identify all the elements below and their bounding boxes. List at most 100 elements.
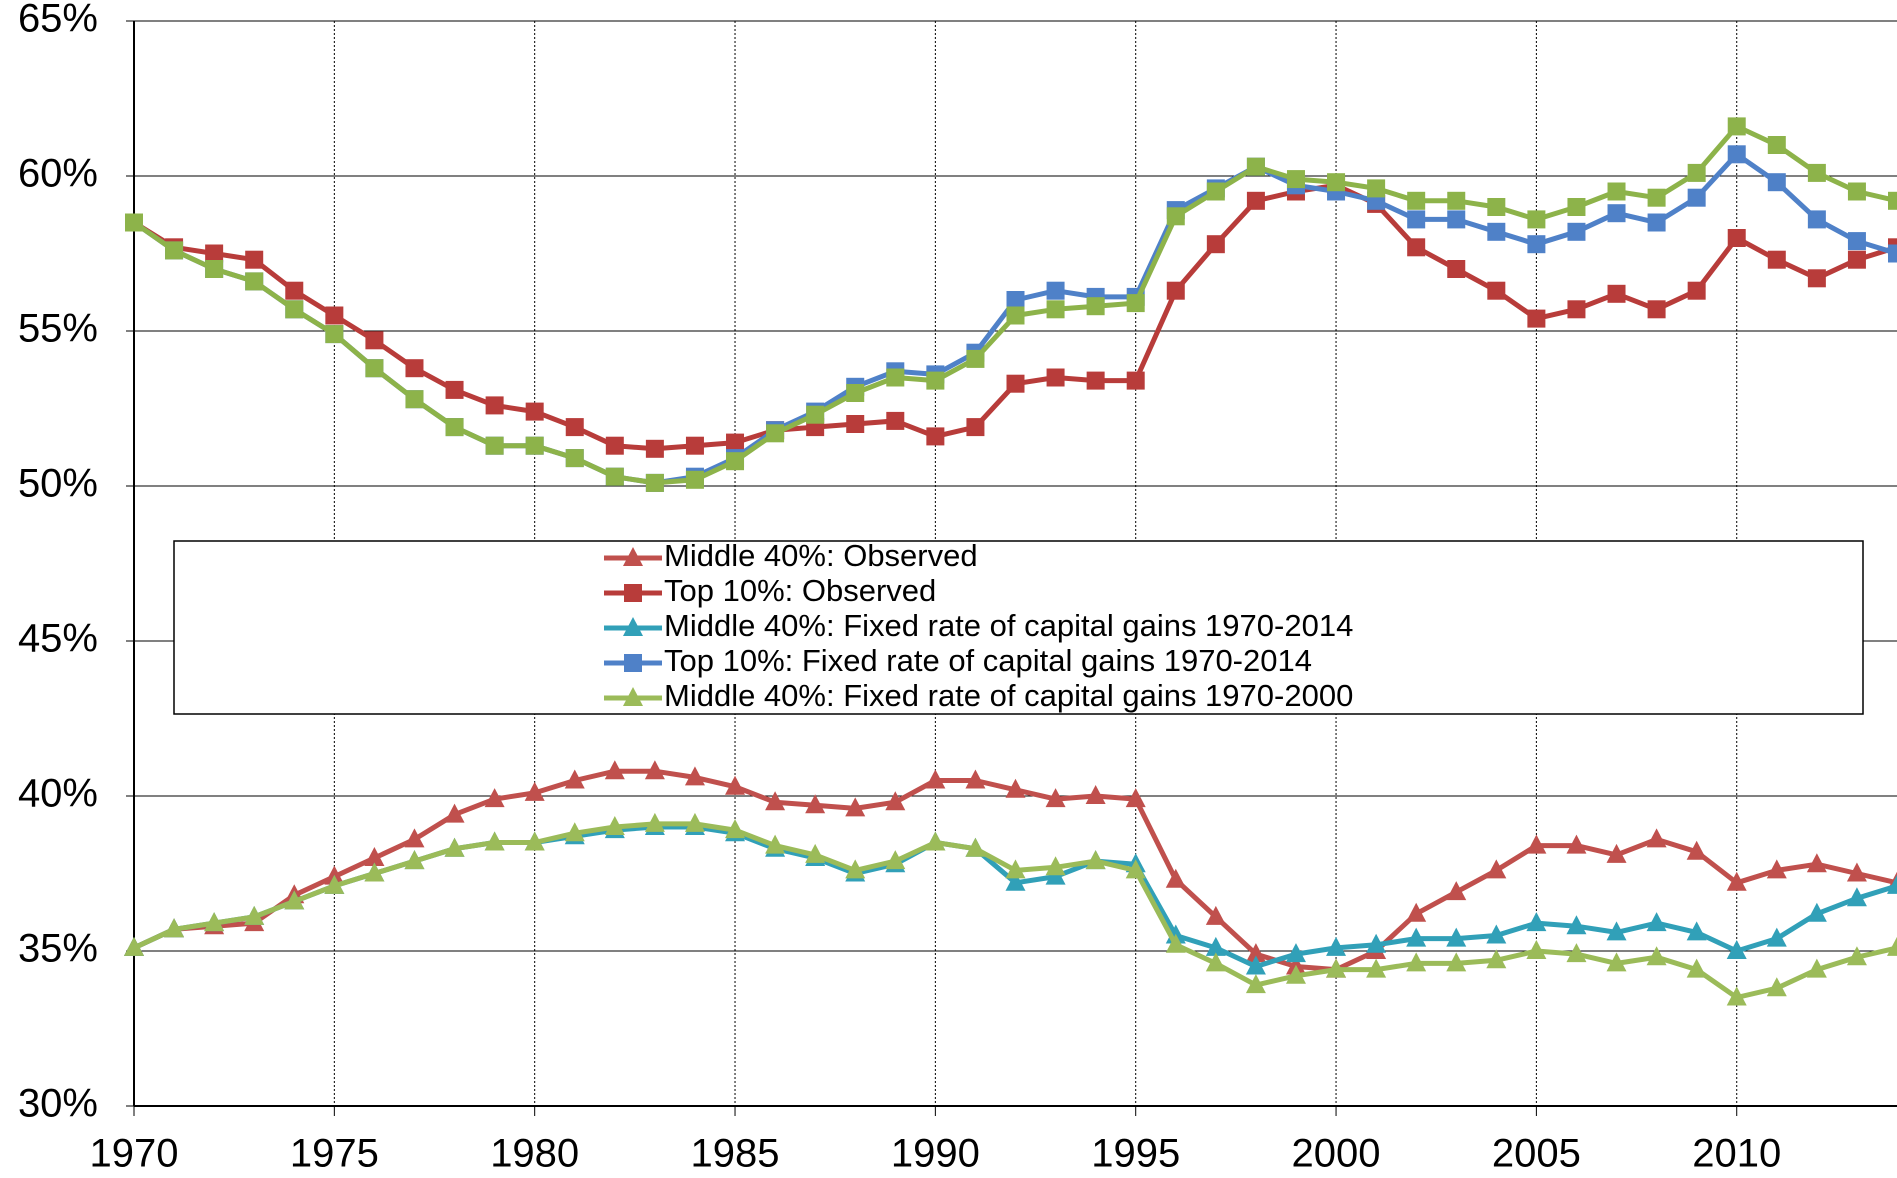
marker — [805, 794, 826, 814]
y-tick-label: 30% — [18, 1082, 98, 1126]
marker — [1006, 291, 1025, 309]
marker — [926, 371, 945, 390]
marker — [1686, 958, 1707, 978]
marker — [1567, 222, 1586, 241]
marker — [925, 831, 946, 851]
marker — [1165, 933, 1186, 953]
marker — [1446, 952, 1467, 972]
marker — [525, 402, 544, 421]
x-tick-label: 1980 — [490, 1132, 579, 1176]
marker — [1888, 244, 1897, 263]
marker — [1085, 785, 1106, 804]
marker — [485, 436, 504, 455]
marker — [1687, 188, 1706, 207]
series — [125, 176, 1897, 458]
marker — [1046, 368, 1065, 387]
marker — [404, 850, 425, 870]
marker — [1846, 887, 1867, 907]
marker — [846, 384, 865, 402]
marker — [1487, 281, 1506, 300]
marker — [604, 816, 625, 835]
marker — [806, 405, 825, 424]
marker — [1527, 309, 1546, 328]
marker — [1847, 232, 1866, 251]
marker — [1245, 955, 1266, 975]
marker — [604, 760, 625, 780]
marker — [623, 687, 643, 706]
marker — [1086, 371, 1105, 390]
marker — [1245, 943, 1266, 963]
marker — [1487, 198, 1506, 216]
marker — [1166, 281, 1185, 300]
marker — [1205, 936, 1226, 956]
marker — [624, 584, 642, 602]
marker — [125, 213, 143, 232]
marker — [725, 775, 746, 795]
marker — [244, 905, 265, 925]
marker — [1125, 859, 1146, 879]
marker — [1407, 191, 1426, 210]
marker — [1807, 269, 1826, 288]
marker — [966, 418, 985, 437]
marker — [1527, 210, 1546, 229]
x-tick-label: 2010 — [1692, 1132, 1781, 1176]
marker — [1046, 300, 1065, 319]
marker — [725, 819, 746, 839]
marker — [1245, 974, 1266, 994]
marker — [364, 847, 385, 866]
marker — [1205, 952, 1226, 972]
marker — [1165, 868, 1186, 888]
marker — [1727, 229, 1746, 247]
marker — [1566, 943, 1587, 963]
marker — [325, 306, 344, 325]
y-tick-label: 60% — [18, 152, 98, 196]
marker — [623, 547, 643, 566]
y-tick-label: 50% — [18, 462, 98, 506]
marker — [1646, 912, 1667, 932]
marker — [623, 617, 643, 636]
marker — [1647, 188, 1666, 207]
marker — [805, 843, 826, 863]
legend-label: Middle 40%: Fixed rate of capital gains … — [664, 608, 1353, 643]
marker — [1847, 182, 1866, 201]
marker — [645, 439, 664, 458]
marker — [1126, 371, 1145, 390]
marker — [1526, 834, 1547, 854]
marker — [564, 769, 585, 789]
marker — [124, 936, 144, 956]
marker — [1527, 235, 1546, 254]
marker — [1686, 840, 1707, 860]
marker — [1206, 182, 1225, 201]
marker — [1607, 284, 1626, 303]
marker — [1446, 881, 1467, 901]
marker — [1406, 927, 1427, 947]
marker — [445, 380, 464, 399]
marker — [726, 433, 745, 452]
marker — [1326, 936, 1347, 956]
marker — [245, 272, 264, 291]
marker — [605, 436, 624, 455]
marker — [1806, 853, 1827, 873]
marker — [1726, 871, 1747, 891]
marker — [1005, 859, 1026, 879]
marker — [1366, 933, 1387, 953]
marker — [1005, 871, 1026, 891]
y-tick-label: 45% — [18, 617, 98, 661]
marker — [1526, 940, 1547, 959]
marker — [325, 325, 344, 344]
marker — [1125, 788, 1146, 808]
marker — [165, 241, 184, 260]
marker — [405, 359, 424, 378]
marker — [1006, 374, 1025, 393]
marker — [565, 418, 584, 437]
marker — [564, 822, 585, 842]
marker — [1526, 912, 1547, 932]
marker — [444, 837, 465, 857]
marker — [1606, 952, 1627, 972]
marker — [765, 834, 786, 854]
marker — [1567, 300, 1586, 319]
marker — [1045, 856, 1066, 876]
marker — [1806, 958, 1827, 978]
marker — [1767, 136, 1786, 154]
marker — [1807, 210, 1826, 229]
